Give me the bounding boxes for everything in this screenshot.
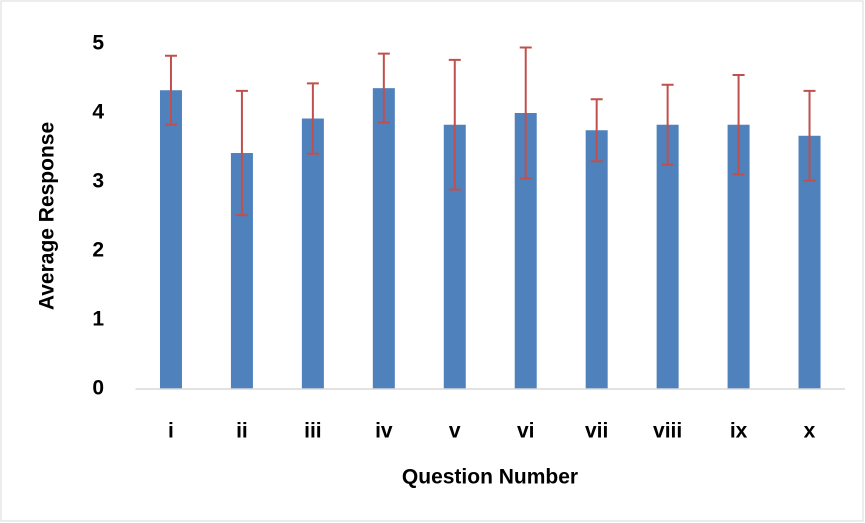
bar: [443, 124, 466, 389]
error-bar: [803, 89, 816, 182]
bar: [727, 124, 750, 389]
bar: [301, 118, 324, 390]
x-tick-label: viii: [653, 420, 682, 443]
x-tick-label: i: [168, 420, 174, 443]
error-bar: [377, 52, 390, 124]
x-tick-label: iii: [304, 420, 322, 443]
error-bar: [732, 74, 745, 176]
error-bar: [519, 46, 532, 180]
y-tick-label: 0: [92, 377, 104, 400]
bar: [514, 113, 537, 389]
x-axis-title: Question Number: [402, 466, 578, 489]
x-tick-label: v: [449, 420, 461, 443]
y-tick-label: 3: [92, 170, 104, 193]
y-tick-label: 2: [92, 239, 104, 262]
error-bar: [306, 82, 319, 155]
bar: [585, 130, 608, 389]
x-tick-label: x: [804, 420, 816, 443]
error-bar: [590, 98, 603, 163]
bar: [159, 90, 182, 389]
y-tick-label: 1: [92, 308, 104, 331]
bar: [230, 153, 253, 389]
error-bar: [448, 58, 461, 191]
error-bar: [661, 83, 674, 166]
x-tick-label: vi: [517, 420, 535, 443]
x-tick-label: ix: [730, 420, 748, 443]
x-tick-label: ii: [236, 420, 248, 443]
x-tick-label: vii: [585, 420, 608, 443]
bar: [798, 135, 821, 389]
y-axis-title: Average Response: [36, 122, 59, 310]
error-bar: [164, 54, 177, 126]
x-tick-label: iv: [375, 420, 393, 443]
y-tick-label: 4: [92, 101, 104, 124]
y-tick-label: 5: [92, 32, 104, 55]
bar: [372, 88, 395, 389]
bar: [656, 124, 679, 389]
error-bar: [235, 89, 248, 217]
